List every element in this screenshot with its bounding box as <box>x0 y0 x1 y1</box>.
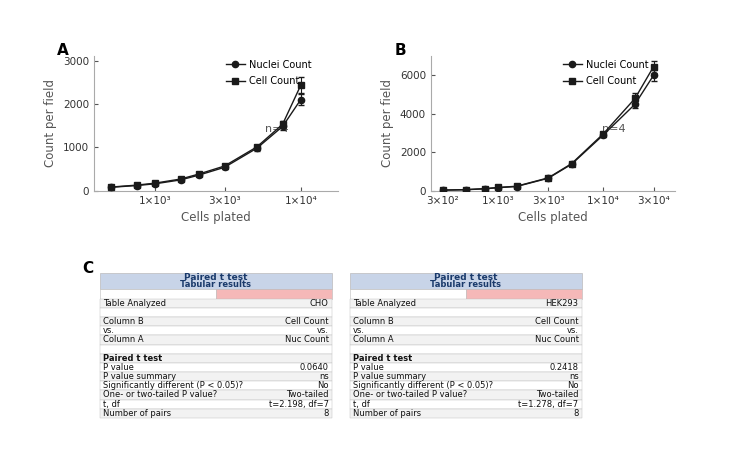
Bar <box>100 299 332 308</box>
Bar <box>350 344 582 354</box>
Bar <box>216 289 332 299</box>
Text: Paired t test: Paired t test <box>103 354 162 363</box>
Text: t=1.278, df=7: t=1.278, df=7 <box>518 400 578 409</box>
Text: CHO: CHO <box>310 299 328 307</box>
Bar <box>100 372 332 381</box>
Text: Paired t test: Paired t test <box>184 273 248 282</box>
Bar <box>350 354 582 363</box>
Text: Tabular results: Tabular results <box>430 280 501 289</box>
Text: B: B <box>394 43 406 58</box>
Text: 8: 8 <box>573 409 578 418</box>
Bar <box>350 299 582 308</box>
Bar <box>350 317 582 326</box>
Text: Cell Count: Cell Count <box>535 317 578 326</box>
Bar <box>350 390 582 400</box>
Text: Number of pairs: Number of pairs <box>103 409 171 418</box>
Bar <box>100 400 332 409</box>
Bar <box>100 354 332 363</box>
Text: Paired t test: Paired t test <box>353 354 413 363</box>
Text: P value: P value <box>353 363 384 372</box>
Text: t=2.198, df=7: t=2.198, df=7 <box>268 400 328 409</box>
Text: ns: ns <box>568 372 578 381</box>
Text: 0.0640: 0.0640 <box>299 363 328 372</box>
Bar <box>100 336 332 344</box>
Bar <box>100 344 332 354</box>
Text: One- or two-tailed P value?: One- or two-tailed P value? <box>353 390 467 400</box>
Text: Significantly different (P < 0.05)?: Significantly different (P < 0.05)? <box>103 381 243 390</box>
Bar <box>350 326 582 336</box>
Text: n=4: n=4 <box>265 124 288 133</box>
Bar <box>350 381 582 390</box>
Bar <box>100 289 216 299</box>
Text: t, df: t, df <box>353 400 370 409</box>
Text: Paired t test: Paired t test <box>434 273 497 282</box>
Text: vs.: vs. <box>353 326 365 335</box>
Text: Column A: Column A <box>103 336 144 344</box>
Text: ns: ns <box>319 372 328 381</box>
Bar <box>100 409 332 418</box>
Text: Column B: Column B <box>103 317 144 326</box>
Text: vs.: vs. <box>316 326 328 335</box>
Text: P value summary: P value summary <box>103 372 176 381</box>
Y-axis label: Count per field: Count per field <box>381 80 394 168</box>
Bar <box>350 273 582 289</box>
Text: Table Analyzed: Table Analyzed <box>103 299 166 307</box>
X-axis label: Cells plated: Cells plated <box>518 211 588 224</box>
Text: A: A <box>57 43 69 58</box>
Legend: Nuclei Count, Cell Count: Nuclei Count, Cell Count <box>226 60 311 87</box>
Text: Column A: Column A <box>353 336 394 344</box>
Bar <box>350 336 582 344</box>
Bar <box>100 308 332 317</box>
X-axis label: Cells plated: Cells plated <box>181 211 250 224</box>
Bar <box>100 326 332 336</box>
Text: Nuc Count: Nuc Count <box>284 336 328 344</box>
Text: Tabular results: Tabular results <box>180 280 251 289</box>
Text: One- or two-tailed P value?: One- or two-tailed P value? <box>103 390 218 400</box>
Bar <box>350 289 466 299</box>
Text: Significantly different (P < 0.05)?: Significantly different (P < 0.05)? <box>353 381 493 390</box>
Text: HEK293: HEK293 <box>545 299 578 307</box>
Text: Column B: Column B <box>353 317 394 326</box>
Text: C: C <box>82 261 93 276</box>
Bar <box>350 372 582 381</box>
Bar <box>100 390 332 400</box>
Bar <box>350 363 582 372</box>
Y-axis label: Count per field: Count per field <box>44 80 57 168</box>
Text: 8: 8 <box>323 409 328 418</box>
Text: t, df: t, df <box>103 400 120 409</box>
Bar <box>100 381 332 390</box>
Text: Cell Count: Cell Count <box>285 317 328 326</box>
Bar <box>466 289 582 299</box>
Bar <box>100 273 332 289</box>
Text: vs.: vs. <box>103 326 115 335</box>
Legend: Nuclei Count, Cell Count: Nuclei Count, Cell Count <box>562 60 649 87</box>
Text: No: No <box>567 381 578 390</box>
Text: No: No <box>317 381 328 390</box>
Bar <box>100 363 332 372</box>
Text: n=4: n=4 <box>602 124 625 133</box>
Text: P value: P value <box>103 363 134 372</box>
Text: P value summary: P value summary <box>353 372 426 381</box>
Text: Nuc Count: Nuc Count <box>535 336 578 344</box>
Text: Two-tailed: Two-tailed <box>536 390 578 400</box>
Bar <box>350 308 582 317</box>
Text: Number of pairs: Number of pairs <box>353 409 421 418</box>
Bar <box>350 400 582 409</box>
Text: vs.: vs. <box>566 326 578 335</box>
Bar <box>350 409 582 418</box>
Text: 0.2418: 0.2418 <box>550 363 578 372</box>
Bar <box>100 317 332 326</box>
Text: Table Analyzed: Table Analyzed <box>353 299 416 307</box>
Text: Two-tailed: Two-tailed <box>286 390 328 400</box>
